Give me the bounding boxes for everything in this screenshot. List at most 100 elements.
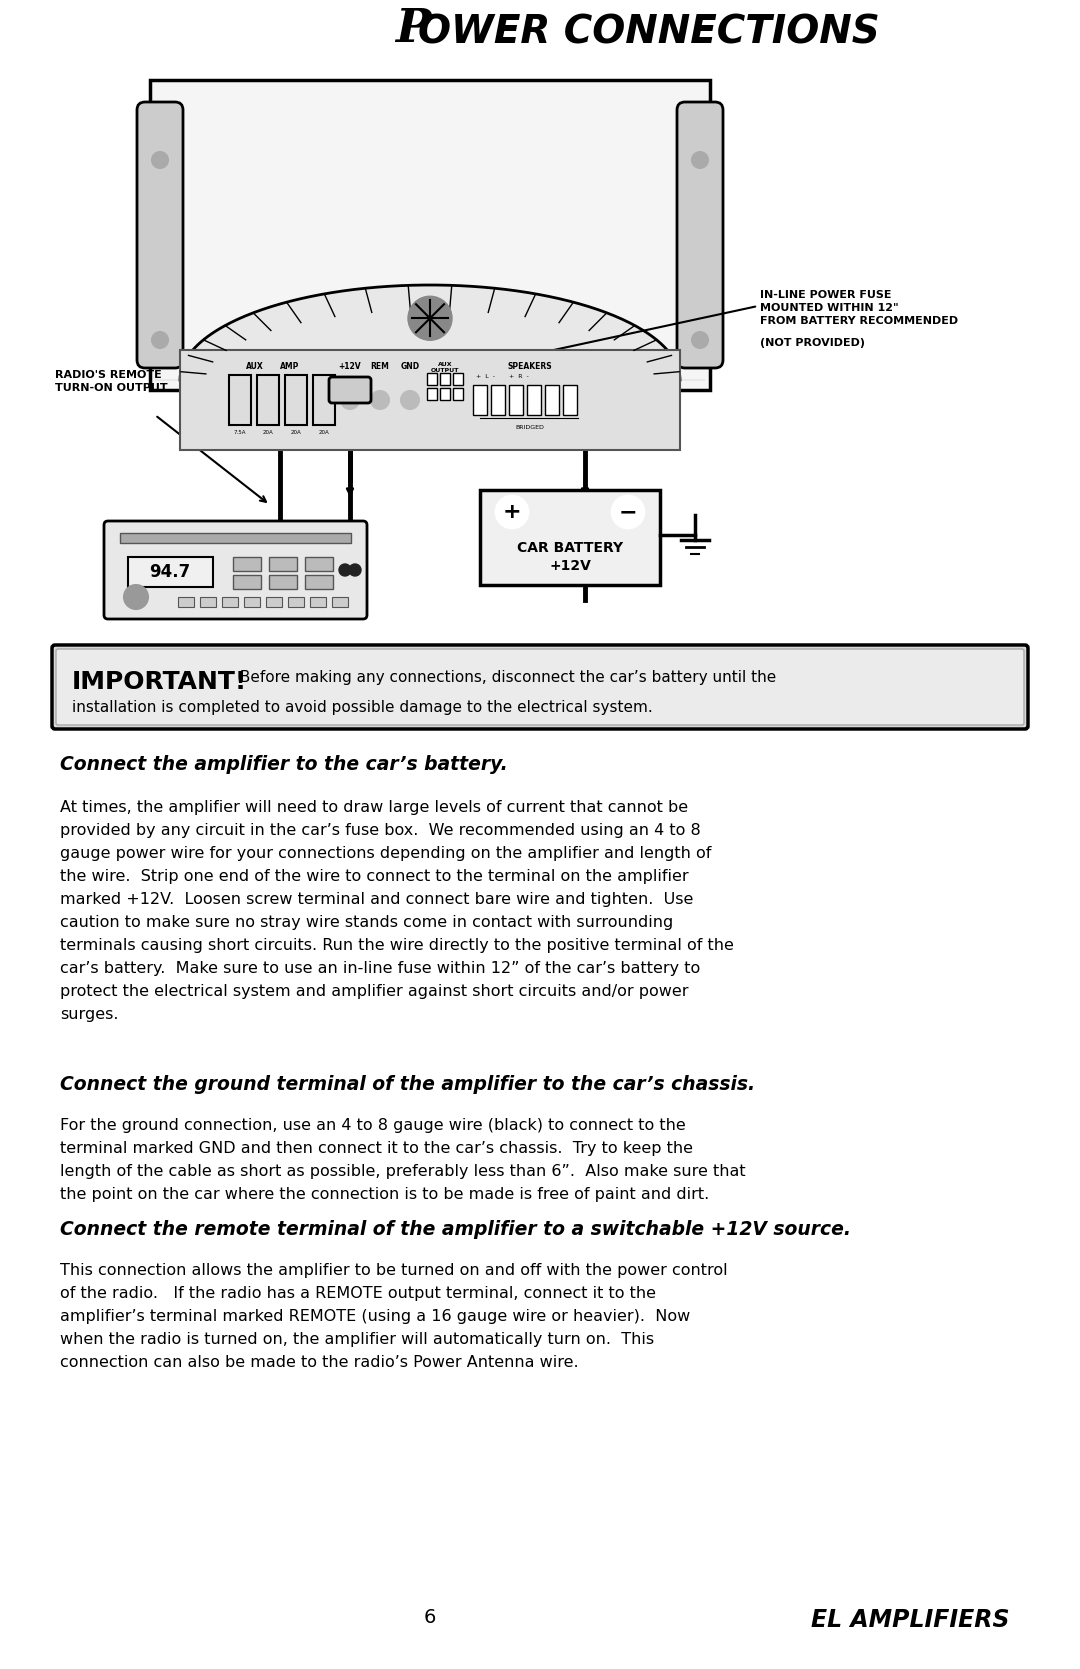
Text: IN-LINE POWER FUSE
MOUNTED WITHIN 12"
FROM BATTERY RECOMMENDED: IN-LINE POWER FUSE MOUNTED WITHIN 12" FR… [760,290,958,327]
Text: RADIO'S REMOTE
TURN-ON OUTPUT: RADIO'S REMOTE TURN-ON OUTPUT [55,371,167,394]
Text: 94.7: 94.7 [149,562,191,581]
Text: Connect the remote terminal of the amplifier to a switchable +12V source.: Connect the remote terminal of the ampli… [60,1220,851,1238]
Bar [288,598,303,608]
Text: connection can also be made to the radio’s Power Antenna wire.: connection can also be made to the radio… [60,1355,579,1370]
Bar [200,598,216,608]
Circle shape [339,564,351,576]
Bar [180,350,680,451]
Text: AUX
OUTPUT: AUX OUTPUT [431,362,459,372]
Text: This connection allows the amplifier to be turned on and off with the power cont: This connection allows the amplifier to … [60,1263,728,1278]
Text: OWER CONNECTIONS: OWER CONNECTIONS [418,13,880,52]
Text: terminal marked GND and then connect it to the car’s chassis.  Try to keep the: terminal marked GND and then connect it … [60,1142,693,1157]
FancyBboxPatch shape [56,649,1024,724]
Circle shape [349,564,361,576]
Text: installation is completed to avoid possible damage to the electrical system.: installation is completed to avoid possi… [72,699,652,714]
Text: AUX: AUX [246,362,264,371]
Bar [313,376,335,426]
Circle shape [692,152,708,169]
Text: 20A: 20A [319,431,329,436]
FancyBboxPatch shape [137,102,183,367]
Circle shape [341,391,359,409]
Bar [480,491,660,586]
Text: terminals causing short circuits. Run the wire directly to the positive terminal: terminals causing short circuits. Run th… [60,938,734,953]
Bar [233,557,261,571]
Text: when the radio is turned on, the amplifier will automatically turn on.  This: when the radio is turned on, the amplifi… [60,1332,654,1347]
Bar [244,598,260,608]
Circle shape [612,496,644,527]
Text: length of the cable as short as possible, preferably less than 6”.  Also make su: length of the cable as short as possible… [60,1163,745,1178]
Bar [269,576,297,589]
Bar [310,598,326,608]
Polygon shape [156,285,705,381]
Text: surges.: surges. [60,1006,119,1021]
Bar [150,80,710,391]
Text: +  L  -       +  R  -: + L - + R - [475,374,528,379]
Text: (NOT PROVIDED): (NOT PROVIDED) [760,339,865,349]
Bar [257,376,279,426]
Text: Before making any connections, disconnect the car’s battery until the: Before making any connections, disconnec… [235,669,777,684]
Text: amplifier’s terminal marked REMOTE (using a 16 gauge wire or heavier).  Now: amplifier’s terminal marked REMOTE (usin… [60,1308,690,1324]
Text: the wire.  Strip one end of the wire to connect to the terminal on the amplifier: the wire. Strip one end of the wire to c… [60,870,689,885]
Bar [233,576,261,589]
Circle shape [152,332,168,349]
Bar [129,557,213,587]
Text: protect the electrical system and amplifier against short circuits and/or power: protect the electrical system and amplif… [60,985,689,1000]
Bar [178,598,194,608]
Text: AMP: AMP [281,362,299,371]
Text: 20A: 20A [291,431,301,436]
Bar [453,387,463,401]
Text: car’s battery.  Make sure to use an in-line fuse within 12” of the car’s battery: car’s battery. Make sure to use an in-li… [60,961,700,976]
Text: IMPORTANT!: IMPORTANT! [72,669,247,694]
Text: the point on the car where the connection is to be made is free of paint and dir: the point on the car where the connectio… [60,1187,710,1202]
Bar [545,386,559,416]
FancyBboxPatch shape [104,521,367,619]
FancyBboxPatch shape [677,102,723,367]
Text: SPEAKERS: SPEAKERS [508,362,552,371]
Text: provided by any circuit in the car’s fuse box.  We recommended using an 4 to 8: provided by any circuit in the car’s fus… [60,823,701,838]
FancyBboxPatch shape [52,644,1028,729]
FancyBboxPatch shape [329,377,372,402]
Circle shape [579,564,591,576]
Text: gauge power wire for your connections depending on the amplifier and length of: gauge power wire for your connections de… [60,846,712,861]
Bar [527,386,541,416]
Circle shape [124,586,148,609]
Bar [453,372,463,386]
Text: −: − [619,502,637,522]
Bar [440,387,450,401]
Text: EL AMPLIFIERS: EL AMPLIFIERS [811,1607,1009,1632]
Bar [427,387,437,401]
Bar [440,372,450,386]
Text: For the ground connection, use an 4 to 8 gauge wire (black) to connect to the: For the ground connection, use an 4 to 8… [60,1118,686,1133]
Text: BRIDGED: BRIDGED [515,426,544,431]
Text: 7.5A: 7.5A [233,431,246,436]
Bar [332,598,348,608]
Text: GND: GND [401,362,419,371]
Text: At times, the amplifier will need to draw large levels of current that cannot be: At times, the amplifier will need to dra… [60,799,688,814]
Text: Connect the amplifier to the car’s battery.: Connect the amplifier to the car’s batte… [60,754,508,774]
Circle shape [401,391,419,409]
Text: CAR BATTERY: CAR BATTERY [517,541,623,556]
Text: marked +12V.  Loosen screw terminal and connect bare wire and tighten.  Use: marked +12V. Loosen screw terminal and c… [60,891,693,906]
Text: +12V: +12V [339,362,362,371]
Bar [229,376,251,426]
Text: P: P [395,7,431,52]
Bar [563,386,577,416]
Text: 20A: 20A [262,431,273,436]
Circle shape [692,332,708,349]
Bar [491,386,505,416]
Bar [266,598,282,608]
Circle shape [496,496,528,527]
Circle shape [372,391,389,409]
Text: of the radio.   If the radio has a REMOTE output terminal, connect it to the: of the radio. If the radio has a REMOTE … [60,1287,656,1302]
Bar [305,557,333,571]
Text: REM: REM [370,362,390,371]
Bar [269,557,297,571]
Circle shape [408,297,453,340]
Bar [473,386,487,416]
Text: 6: 6 [423,1607,436,1627]
Bar [120,532,351,542]
Bar [305,576,333,589]
Circle shape [152,152,168,169]
Bar [427,372,437,386]
Bar [222,598,238,608]
